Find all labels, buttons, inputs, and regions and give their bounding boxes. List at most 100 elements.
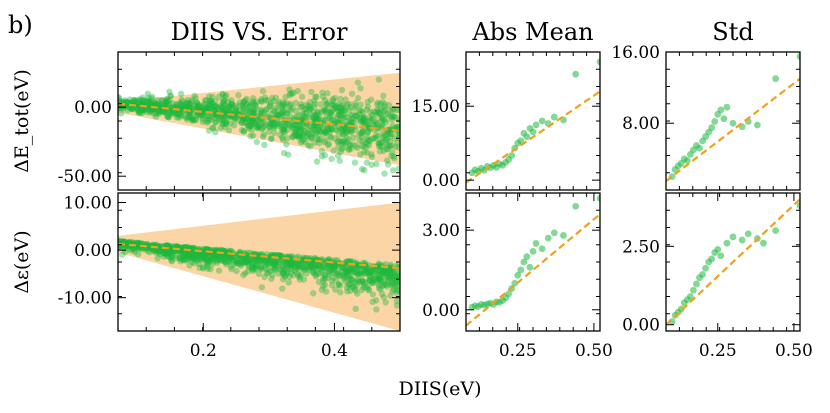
data-point [366, 277, 374, 284]
data-point [254, 124, 261, 132]
data-point [176, 99, 183, 107]
data-point [285, 107, 292, 114]
data-point [380, 116, 387, 123]
data-point [338, 102, 345, 110]
data-point [139, 107, 147, 114]
data-point [693, 280, 700, 288]
data-point [134, 106, 142, 113]
data-point [199, 108, 206, 116]
plot-area [466, 58, 600, 184]
data-point [273, 257, 281, 264]
data-point [268, 135, 275, 142]
data-point [230, 261, 237, 269]
data-point [351, 267, 358, 274]
data-point [362, 269, 370, 276]
data-point [268, 119, 275, 126]
data-point [338, 112, 346, 119]
data-point [216, 256, 223, 264]
data-point [321, 97, 329, 104]
data-point [249, 98, 257, 105]
data-point [723, 239, 731, 247]
data-point [389, 149, 396, 156]
y-tick-label: -10.00 [58, 289, 112, 309]
data-point [199, 247, 206, 255]
data-point [126, 96, 134, 103]
data-point [237, 101, 244, 109]
data-point [265, 128, 273, 135]
data-point [243, 256, 251, 263]
data-point [299, 123, 306, 131]
data-point [375, 274, 382, 282]
data-point [191, 251, 199, 259]
data-point [179, 250, 186, 257]
data-point [224, 247, 232, 254]
data-point [233, 267, 240, 275]
data-point [232, 115, 239, 122]
data-point [319, 275, 327, 282]
data-point [224, 254, 231, 261]
data-point [318, 153, 326, 160]
data-point [356, 107, 363, 114]
data-point [295, 122, 302, 130]
data-point [200, 265, 207, 272]
data-point [343, 258, 350, 265]
data-point [244, 249, 251, 256]
data-point [156, 105, 164, 113]
data-point [395, 287, 400, 295]
data-point [217, 114, 224, 122]
y-tick-label: 10.00 [63, 194, 112, 214]
data-point [268, 121, 275, 128]
data-point [202, 251, 209, 258]
data-point [312, 115, 319, 123]
data-point [157, 247, 164, 255]
data-point [340, 264, 348, 271]
data-point [263, 270, 270, 277]
data-point [271, 267, 278, 274]
data-point [322, 264, 329, 271]
data-point [217, 116, 225, 123]
data-point [263, 266, 270, 273]
data-point [374, 108, 382, 115]
data-point [217, 113, 225, 121]
data-point [300, 127, 308, 134]
data-point [356, 270, 363, 277]
data-point [319, 125, 327, 132]
data-point [338, 145, 346, 153]
data-point [380, 272, 388, 280]
data-point [244, 268, 252, 275]
data-point [240, 105, 247, 112]
data-point [191, 92, 198, 99]
data-point [696, 144, 703, 152]
data-point [162, 250, 169, 258]
data-point [391, 271, 399, 279]
data-point [302, 105, 310, 113]
data-point [332, 286, 339, 293]
data-point [347, 287, 354, 294]
data-point [160, 253, 168, 260]
data-point [222, 108, 229, 115]
data-point [283, 120, 290, 127]
data-point [279, 99, 287, 106]
data-point [384, 145, 392, 153]
data-point [203, 259, 210, 266]
data-point [222, 258, 229, 265]
data-point [344, 101, 351, 108]
data-point [280, 108, 287, 116]
data-point [189, 247, 197, 255]
data-point [377, 275, 384, 283]
data-point [385, 161, 392, 168]
data-point [350, 265, 357, 272]
data-point [278, 109, 286, 117]
data-point [270, 118, 277, 126]
data-point [161, 249, 169, 256]
data-point [309, 123, 316, 131]
data-point [204, 104, 211, 111]
data-point [146, 243, 154, 251]
data-point [118, 238, 123, 245]
data-point [708, 255, 716, 263]
data-point [220, 117, 228, 124]
data-point [386, 107, 393, 114]
data-point [321, 137, 329, 144]
data-point [560, 232, 567, 239]
data-point [208, 99, 216, 106]
